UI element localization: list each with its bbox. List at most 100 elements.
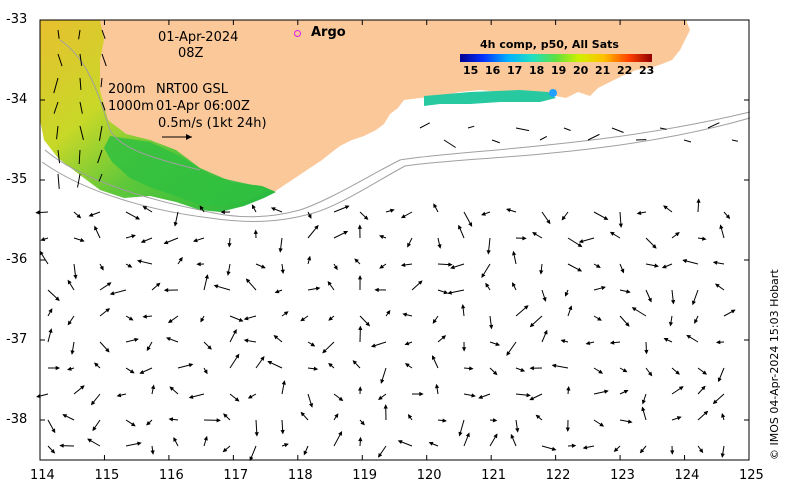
- current-arrow-head: [701, 385, 706, 391]
- current-arrow-head: [714, 283, 720, 288]
- current-arrow-head: [270, 207, 276, 212]
- current-arrow-head: [238, 317, 244, 322]
- current-arrow-head: [577, 267, 583, 272]
- current-arrow: [79, 77, 82, 91]
- current-arrow-head: [226, 271, 231, 276]
- current-arrow: [731, 139, 739, 142]
- current-arrow-head: [400, 262, 406, 268]
- lat-tick-label: -36: [6, 252, 28, 267]
- current-arrow: [53, 101, 59, 114]
- current-arrow-head: [307, 255, 312, 261]
- current-arrow-head: [334, 413, 339, 418]
- current-arrow-head: [281, 380, 286, 385]
- current-arrow: [707, 122, 720, 129]
- current-arrow-head: [560, 339, 566, 344]
- depth-1000-label: 1000m: [108, 99, 154, 114]
- current-arrow-head: [50, 448, 56, 454]
- current-arrow-head: [150, 450, 155, 455]
- current-arrow: [539, 135, 548, 141]
- current-arrow-head: [571, 443, 577, 448]
- current-arrow-head: [386, 310, 391, 315]
- colorbar-tick-label: 17: [507, 64, 523, 77]
- date-label: 01-Apr-2024: [158, 30, 239, 45]
- current-arrow-head: [678, 386, 684, 391]
- current-arrow-head: [223, 413, 228, 418]
- current-arrow-head: [199, 205, 204, 211]
- current-arrow-head: [565, 427, 570, 432]
- current-arrow-head: [712, 399, 718, 405]
- current-arrow-head: [506, 208, 511, 213]
- current-arrow-head: [254, 432, 259, 437]
- current-arrow-head: [146, 346, 151, 352]
- current-arrow-head: [165, 337, 171, 342]
- current-arrow-head: [625, 322, 630, 327]
- current-arrow-head: [378, 395, 383, 400]
- lon-tick-label: 123: [610, 468, 635, 483]
- current-arrow-head: [267, 361, 273, 365]
- current-arrow-head: [402, 312, 408, 317]
- current-arrow-head: [232, 329, 237, 334]
- current-arrow-head: [609, 340, 615, 345]
- current-arrow-head: [670, 450, 675, 455]
- current-arrow-head: [404, 341, 410, 346]
- current-arrow-head: [344, 205, 350, 210]
- australia-land: [40, 20, 690, 206]
- current-arrow-head: [551, 446, 557, 451]
- current-arrow-head: [623, 389, 629, 394]
- product-label: NRT00 GSL: [156, 82, 228, 97]
- current-arrow-head: [178, 256, 183, 262]
- current-arrow-head: [300, 317, 306, 322]
- current-arrow-head: [173, 437, 178, 442]
- lon-tick-label: 116: [158, 468, 184, 483]
- current-arrow-head: [216, 418, 221, 423]
- current-arrow-head: [142, 314, 147, 319]
- current-arrow-head: [717, 377, 722, 383]
- current-arrow-head: [682, 259, 688, 264]
- current-arrow-head: [273, 334, 279, 340]
- current-arrow-head: [322, 348, 327, 354]
- scale-arrow: [162, 134, 192, 140]
- current-arrow-head: [365, 321, 371, 327]
- current-arrow-head: [599, 422, 605, 427]
- current-arrow-head: [307, 214, 312, 219]
- current-arrow: [515, 127, 530, 132]
- lon-tick-label: 117: [223, 468, 249, 483]
- current-arrow: [79, 53, 83, 67]
- current-arrow-head: [481, 211, 486, 216]
- current-arrow-head: [90, 400, 96, 406]
- lon-tick-label: 120: [416, 468, 442, 483]
- colorbar-tick-label: 23: [639, 64, 655, 77]
- current-arrow-head: [443, 290, 449, 295]
- current-arrow-head: [603, 215, 609, 220]
- current-arrow: [57, 29, 60, 39]
- current-arrow-head: [363, 215, 369, 220]
- current-arrow: [563, 127, 571, 131]
- current-arrow-head: [601, 285, 606, 291]
- colorbar: [460, 54, 652, 62]
- colorbar-tick-label: 15: [463, 64, 479, 77]
- current-arrow-head: [40, 237, 46, 242]
- current-arrow-head: [55, 296, 60, 302]
- current-arrow-head: [546, 219, 551, 225]
- current-arrow-head: [434, 383, 440, 389]
- current-arrow-head: [134, 337, 139, 342]
- hour-label: 08Z: [178, 46, 204, 61]
- current-arrow-head: [465, 432, 470, 438]
- current-arrow-head: [671, 299, 676, 305]
- current-arrow-head: [568, 305, 573, 311]
- current-arrow-head: [515, 428, 520, 433]
- current-arrow-head: [357, 275, 363, 280]
- current-arrow: [79, 125, 84, 141]
- current-arrow-head: [315, 286, 321, 291]
- current-arrow-head: [447, 290, 453, 295]
- current-arrow-head: [283, 311, 289, 316]
- depth-200-label: 200m: [108, 82, 146, 97]
- lon-tick-label: 125: [739, 468, 764, 483]
- current-arrow-head: [668, 321, 674, 327]
- colorbar-tick-label: 21: [595, 64, 611, 77]
- current-arrow-head: [641, 406, 646, 412]
- current-arrow-head: [207, 345, 212, 350]
- current-arrow-head: [510, 433, 515, 439]
- current-arrow-head: [196, 262, 201, 267]
- current-arrow-head: [715, 340, 721, 345]
